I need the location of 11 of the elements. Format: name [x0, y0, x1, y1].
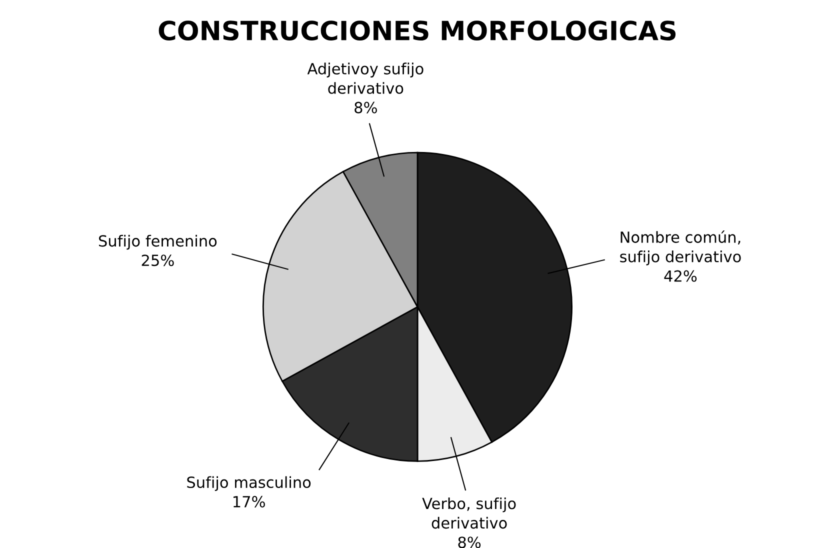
slice-label: Adjetivoy sufijo derivativo: [307, 62, 424, 94]
slice-label: Nombre común, sufijo derivativo: [620, 230, 741, 266]
data-label: 25%: [142, 254, 174, 266]
slice-label: Verbo, sufijo derivativo: [422, 497, 516, 529]
data-label: 8%: [354, 102, 377, 114]
data-label: 8%: [458, 536, 481, 548]
data-label: 42%: [664, 270, 697, 282]
data-label: 17%: [234, 496, 265, 508]
slice-label: Sufijo femenino: [98, 234, 217, 250]
slice-label: Sufijo masculino: [187, 476, 311, 492]
chart-title: CONSTRUCCIONES MORFOLOGICAS: [158, 20, 676, 41]
